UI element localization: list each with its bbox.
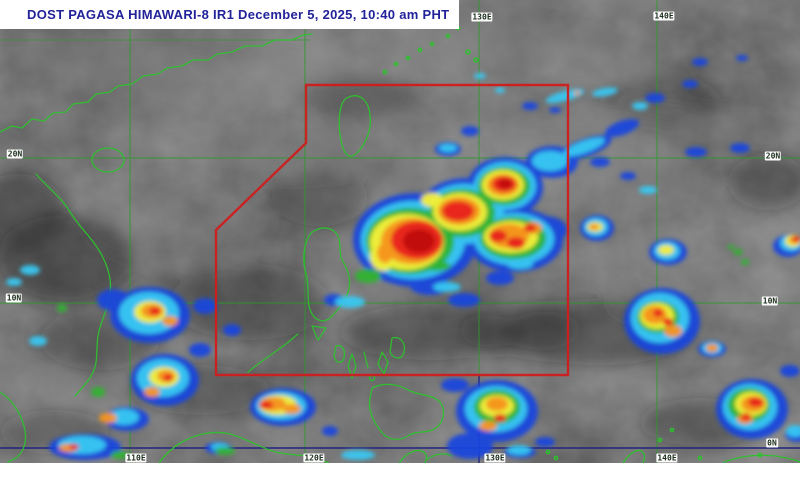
grid-label-top-130e: 130E <box>471 12 493 22</box>
title-bar: DOST PAGASA HIMAWARI-8 IR1 December 5, 2… <box>0 0 459 29</box>
convection-cells <box>6 55 800 460</box>
grid-label-top-140e: 140E <box>653 11 675 21</box>
grid-label-bottom-120e: 120E <box>303 453 325 463</box>
grid-label-left-20n: 20N <box>6 149 24 159</box>
grid-label-right-10n: 10N <box>761 296 779 306</box>
par-boundary <box>214 83 570 377</box>
grid-label-bottom-140e: 140E <box>656 453 678 463</box>
satellite-map <box>0 0 800 463</box>
image-title: DOST PAGASA HIMAWARI-8 IR1 December 5, 2… <box>27 7 450 22</box>
grid-label-bottom-130e: 130E <box>484 453 506 463</box>
grid-label-bottom-110e: 110E <box>125 453 147 463</box>
grid-label-right-0n: 0N <box>766 438 778 448</box>
grid-label-right-20n: 20N <box>764 151 782 161</box>
bottom-margin <box>0 463 800 480</box>
grid-label-left-10n: 10N <box>5 293 23 303</box>
